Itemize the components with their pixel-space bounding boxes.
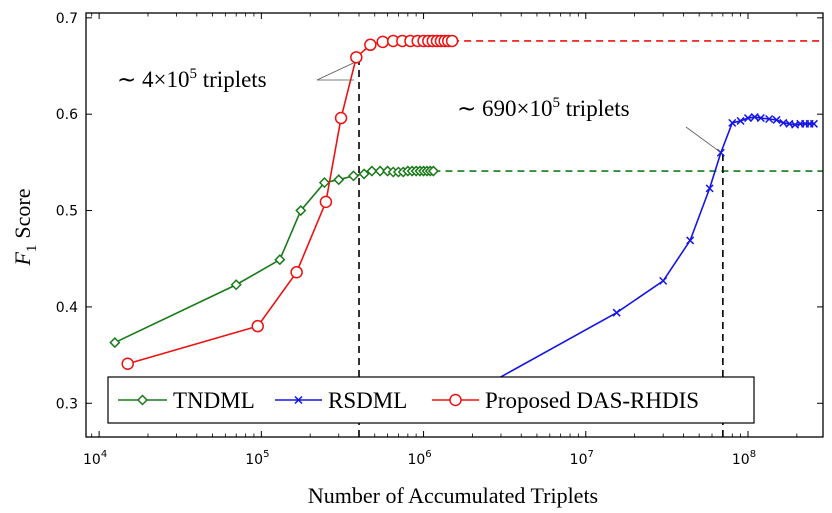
data-point-tndml <box>274 254 286 266</box>
data-point-proposed-das-rhdis <box>319 195 333 209</box>
data-point-tndml <box>347 170 360 182</box>
series-line-tndml <box>114 170 434 344</box>
legend-item-rsdml: RSDML <box>275 388 407 413</box>
y-axis-label-main: F <box>10 252 35 267</box>
data-point-proposed-das-rhdis <box>121 357 134 371</box>
x-marker-stroke <box>716 148 725 157</box>
x-marker-stroke <box>294 395 303 405</box>
data-point-rsdml <box>728 118 737 127</box>
data-point-rsdml <box>772 115 781 124</box>
annotation-label: ∼ 4×105 triplets <box>117 66 267 92</box>
legend-marker <box>136 394 149 406</box>
ticks-layer: 104 105 106 107 108 0.3 0.4 0.5 0.6 0.7 <box>56 11 823 468</box>
x-marker-stroke <box>772 115 781 124</box>
y-tick-label: 0.5 <box>56 204 78 220</box>
legend-label: RSDML <box>328 388 407 413</box>
x-marker-stroke <box>728 118 737 127</box>
legend-label: TNDML <box>173 388 255 413</box>
y-tick-label: 0.3 <box>56 396 78 412</box>
data-point-rsdml <box>743 114 753 123</box>
x-marker-stroke <box>736 116 745 125</box>
y-tick-label: 0.4 <box>56 300 78 316</box>
data-point-rsdml <box>756 114 765 123</box>
x-marker-stroke <box>791 120 800 129</box>
annotations: ∼ 4×105 triplets ∼ 690×105 triplets <box>117 61 721 153</box>
data-point-tndml <box>295 204 307 217</box>
y-tick-label: 0.6 <box>56 107 78 123</box>
series-layer <box>109 34 818 397</box>
x-marker-stroke <box>659 276 668 285</box>
annotation-pointer <box>685 126 721 153</box>
data-point-proposed-das-rhdis <box>334 111 348 125</box>
data-point-tndml <box>427 165 439 177</box>
x-marker-stroke <box>705 184 714 193</box>
data-point-proposed-das-rhdis <box>251 319 264 333</box>
x-marker-stroke <box>743 114 753 123</box>
x-tick-label: 106 <box>407 449 431 468</box>
data-point-rsdml <box>809 119 818 128</box>
annotation-label: ∼ 690×105 triplets <box>457 95 630 121</box>
x-marker-stroke <box>779 118 788 127</box>
data-point-rsdml <box>612 308 621 317</box>
data-point-rsdml <box>765 114 774 124</box>
data-point-proposed-das-rhdis <box>445 34 459 48</box>
legend-item-tndml: TNDML <box>118 388 255 413</box>
data-point-proposed-das-rhdis <box>290 265 303 279</box>
data-point-tndml <box>230 279 242 291</box>
data-point-tndml <box>358 168 370 180</box>
y-axis-label-rest: Score <box>10 188 35 238</box>
x-marker-stroke <box>765 114 774 124</box>
x-tick-label: 104 <box>83 449 107 468</box>
y-axis-label: F1 Score <box>10 188 40 266</box>
data-point-rsdml <box>750 113 759 122</box>
data-point-tndml <box>333 174 345 186</box>
data-point-rsdml <box>736 116 745 125</box>
plot-frame <box>85 12 824 438</box>
data-point-tndml <box>318 177 331 189</box>
data-point-proposed-das-rhdis <box>376 35 389 49</box>
data-point-rsdml <box>659 276 668 285</box>
x-tick-label: 105 <box>245 449 269 468</box>
legend: TNDML RSDML Proposed DAS-RHDIS <box>107 376 755 424</box>
y-axis-label-sub: 1 <box>24 245 40 253</box>
reference-lines <box>358 40 823 437</box>
data-point-rsdml <box>686 236 695 245</box>
y-tick-label: 0.7 <box>56 11 78 27</box>
series-line-rsdml <box>472 116 814 394</box>
data-point-rsdml <box>705 184 714 193</box>
x-marker-stroke <box>686 236 695 245</box>
legend-marker <box>294 395 303 405</box>
data-point-tndml <box>109 337 121 349</box>
legend-label: Proposed DAS-RHDIS <box>485 388 699 413</box>
data-point-tndml <box>366 165 378 177</box>
legend-item-proposed-das-rhdis: Proposed DAS-RHDIS <box>432 388 699 413</box>
x-tick-label: 108 <box>732 449 756 468</box>
x-tick-label: 107 <box>570 449 594 468</box>
x-marker-stroke <box>756 114 765 123</box>
x-marker-stroke <box>612 308 621 317</box>
legend-marker <box>449 393 462 407</box>
legend-box <box>107 376 755 424</box>
x-axis-label: Number of Accumulated Triplets <box>308 483 598 508</box>
data-point-proposed-das-rhdis <box>350 51 363 64</box>
data-point-rsdml <box>779 118 788 127</box>
x-marker-stroke <box>809 119 818 128</box>
data-point-tndml <box>374 165 386 177</box>
data-point-proposed-das-rhdis <box>364 38 377 52</box>
x-marker-stroke <box>750 113 759 122</box>
annotation-pointer <box>316 61 356 81</box>
